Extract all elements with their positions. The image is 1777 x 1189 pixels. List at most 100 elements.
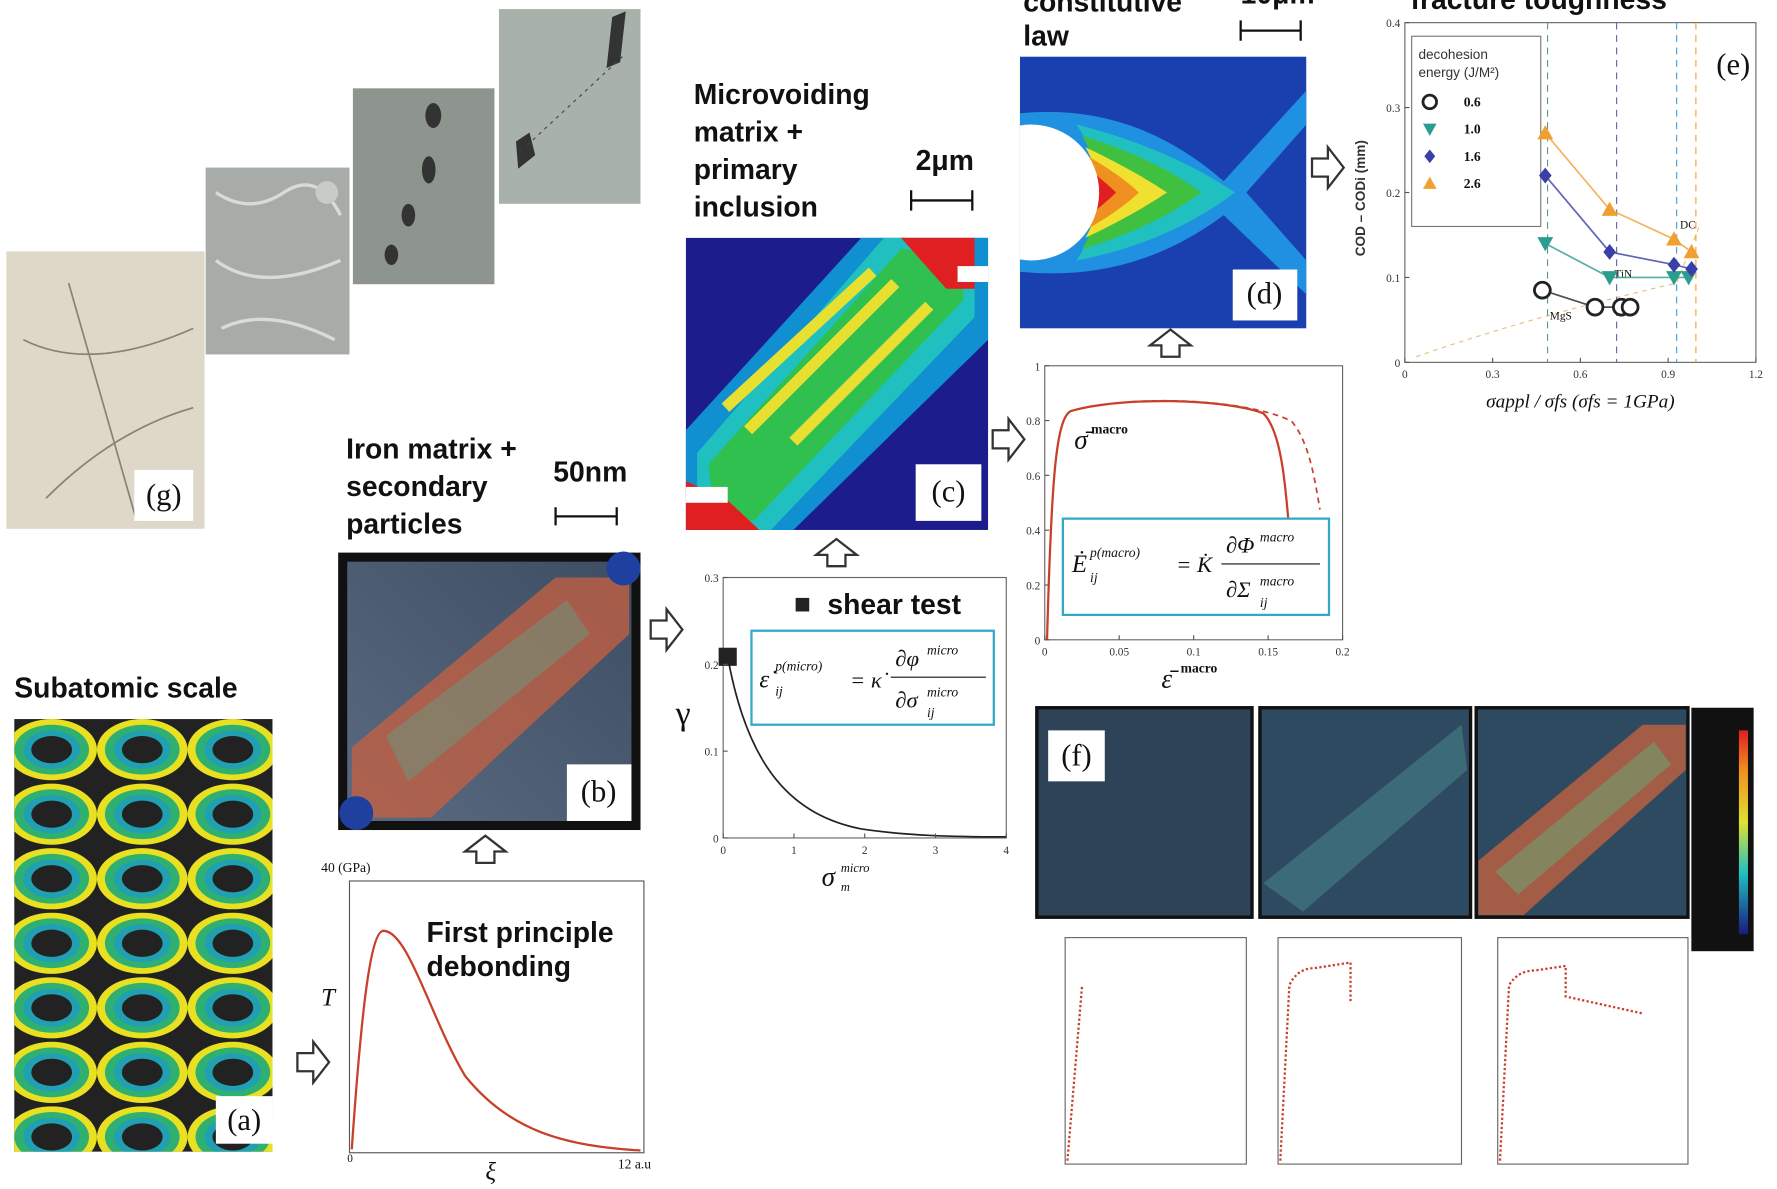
formula-part: ij <box>927 705 935 720</box>
x-tick-label: 1.2 <box>1749 369 1763 381</box>
y-tick-label: 0.4 <box>1386 18 1400 30</box>
atom-contour <box>212 865 253 892</box>
panel-label: (g) <box>146 478 182 512</box>
formula-part: ∂Σ <box>1226 577 1251 602</box>
formula-part: micro <box>927 643 958 658</box>
y-label: COD – CODi (mm) <box>1353 140 1368 256</box>
atom-contour <box>31 801 72 828</box>
y-tick-label: 0.6 <box>1026 471 1040 483</box>
plot-title: First principle <box>426 916 613 948</box>
panel-title: Iron matrix + <box>346 433 517 465</box>
atom-contour <box>122 1059 163 1086</box>
arrow <box>465 836 506 863</box>
panel-label: (a) <box>227 1103 261 1137</box>
legend-title: decohesion <box>1418 47 1487 62</box>
y-tick-label: 0.2 <box>1026 581 1040 593</box>
marker <box>719 648 737 666</box>
arrow <box>816 539 857 566</box>
shear-plot: shear test γ σ micro m ε̇ p(micro) ij = … <box>675 573 1010 894</box>
panel-title: fracture toughness <box>1411 0 1667 15</box>
plot-title: debonding <box>426 950 571 982</box>
atom-contour <box>31 1123 72 1150</box>
legend-text: 1.0 <box>1464 122 1481 137</box>
x-label: σ <box>822 862 837 892</box>
y-label: T <box>321 985 337 1012</box>
y-tick-label: 0.3 <box>1386 103 1400 115</box>
x-label-sup: macro <box>1181 661 1218 676</box>
colorbar <box>1739 730 1748 934</box>
formula-part: p(macro) <box>1089 545 1141 561</box>
photo-strip: (g) <box>6 9 640 529</box>
atom-contour <box>212 1059 253 1086</box>
scale-bar <box>911 190 972 210</box>
data-point <box>1587 299 1603 315</box>
atom-contour <box>212 930 253 957</box>
panel-label: (b) <box>581 775 617 809</box>
atom-contour <box>212 736 253 763</box>
arrow <box>651 609 683 650</box>
panel-title: inclusion <box>694 190 818 222</box>
x-label-sup: micro <box>841 861 870 875</box>
x-label: ξ <box>485 1159 496 1186</box>
panel-title: Microvoiding <box>694 78 870 110</box>
x-tick-label: 2 <box>862 845 868 857</box>
legend-text: shear test <box>827 588 961 620</box>
scale-label: 10μm <box>1241 0 1315 9</box>
arrow <box>993 419 1025 460</box>
formula-part: ∂Φ <box>1226 533 1254 558</box>
x-tick-label: 0.3 <box>1486 369 1500 381</box>
annotation: TiN <box>1614 268 1632 280</box>
axis-max: 40 (GPa) <box>321 860 370 876</box>
x-tick-label: 0.15 <box>1258 647 1278 659</box>
atom-contour <box>122 994 163 1021</box>
panel-title: law <box>1023 19 1070 51</box>
atom-contour <box>122 801 163 828</box>
atom-contour <box>122 865 163 892</box>
arrow <box>1312 147 1344 188</box>
legend-text: 0.6 <box>1464 94 1481 109</box>
y-tick-label: 0.3 <box>705 573 719 585</box>
y-tick-label: 0.4 <box>1026 526 1040 538</box>
x-tick-label: 0 <box>1042 647 1048 659</box>
macro-plot: σ̄ macro ε̄ macro Ė p(macro) ij = K̇ ∂Φ … <box>1026 361 1350 693</box>
x-tick-label: 0.9 <box>1661 369 1675 381</box>
panel-label: (d) <box>1247 276 1283 310</box>
x-tick-label: 0 <box>1402 369 1408 381</box>
mini-plot <box>1498 938 1688 1164</box>
panel-title: constitutive <box>1023 0 1182 17</box>
y-tick-label: 0.1 <box>1386 273 1400 285</box>
panel-label: (e) <box>1716 48 1750 82</box>
x-tick-label: 0.2 <box>1336 647 1350 659</box>
arrow <box>1150 330 1191 357</box>
panel-title: particles <box>346 507 462 539</box>
photo <box>353 88 495 284</box>
legend-marker <box>796 598 810 612</box>
formula-part: macro <box>1260 573 1294 588</box>
formula-part: Ė <box>1071 551 1087 578</box>
y-label-sup: macro <box>1091 422 1128 437</box>
legend-text: 2.6 <box>1464 176 1481 191</box>
y-tick-label: 0 <box>1035 635 1041 647</box>
atom-contour <box>212 801 253 828</box>
scale-bar <box>1241 20 1301 40</box>
legend-text: 1.6 <box>1464 149 1481 164</box>
formula-part: ∂σ <box>895 688 918 713</box>
atom-contour <box>31 1059 72 1086</box>
x-tick-label: 4 <box>1003 845 1009 857</box>
x-label-sub: m <box>841 880 850 894</box>
atom-contour <box>122 1123 163 1150</box>
formula-part: macro <box>1260 529 1294 544</box>
panel-label: (f) <box>1061 738 1092 772</box>
atom-contour <box>31 994 72 1021</box>
data-point <box>1534 282 1550 298</box>
y-tick-label: 0 <box>1395 358 1401 370</box>
notch <box>682 487 727 503</box>
x-label: σappl / σfs (σfs = 1GPa) <box>1486 392 1675 413</box>
panel-label: (c) <box>932 475 966 509</box>
toughness-plot: fracture toughness decohesion energy (J/… <box>1353 0 1763 413</box>
data-point <box>1622 299 1638 315</box>
scale-bar <box>556 507 617 525</box>
origin: 0 <box>347 1153 353 1165</box>
y-tick-label: 0.8 <box>1026 416 1040 428</box>
legend-marker <box>1423 95 1437 109</box>
